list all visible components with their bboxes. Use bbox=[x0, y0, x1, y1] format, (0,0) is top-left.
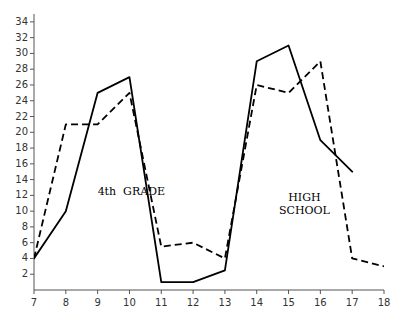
annotation: 4th GRADE bbox=[98, 185, 165, 198]
x-tick bbox=[320, 290, 321, 294]
y-tick-label: 6 bbox=[22, 237, 28, 248]
x-tick-label: 16 bbox=[314, 297, 327, 308]
y-tick bbox=[30, 37, 34, 38]
y-tick bbox=[30, 69, 34, 70]
y-tick-label: 22 bbox=[15, 111, 28, 122]
y-tick-label: 34 bbox=[15, 16, 28, 27]
y-tick-label: 28 bbox=[15, 63, 28, 74]
y-tick-label: 18 bbox=[15, 142, 28, 153]
y-tick-label: 30 bbox=[15, 47, 28, 58]
x-tick bbox=[34, 290, 35, 294]
y-tick-label: 20 bbox=[15, 126, 28, 137]
y-tick bbox=[30, 84, 34, 85]
x-tick bbox=[352, 290, 353, 294]
y-tick-label: 8 bbox=[22, 221, 28, 232]
x-tick bbox=[129, 290, 130, 294]
y-tick bbox=[30, 132, 34, 133]
y-tick-label: 2 bbox=[22, 268, 28, 279]
x-tick-label: 13 bbox=[219, 297, 232, 308]
y-tick-label: 24 bbox=[15, 95, 28, 106]
x-tick bbox=[384, 290, 385, 294]
y-tick bbox=[30, 116, 34, 117]
y-tick bbox=[30, 258, 34, 259]
x-tick bbox=[65, 290, 66, 294]
y-tick-label: 32 bbox=[15, 32, 28, 43]
x-tick-label: 12 bbox=[187, 297, 200, 308]
chart: 2468101214161820222426283032347891011121… bbox=[0, 0, 400, 316]
lines bbox=[34, 46, 384, 283]
y-tick-label: 14 bbox=[15, 174, 28, 185]
y-tick bbox=[30, 100, 34, 101]
x-tick-label: 15 bbox=[282, 297, 295, 308]
y-tick bbox=[30, 226, 34, 227]
y-tick bbox=[30, 53, 34, 54]
y-tick bbox=[30, 211, 34, 212]
y-tick-label: 4 bbox=[22, 252, 28, 263]
y-tick bbox=[30, 179, 34, 180]
y-tick bbox=[30, 21, 34, 22]
y-tick bbox=[30, 148, 34, 149]
x-tick bbox=[161, 290, 162, 294]
x-tick-label: 7 bbox=[31, 297, 37, 308]
x-tick-label: 18 bbox=[378, 297, 391, 308]
y-tick-label: 26 bbox=[15, 79, 28, 90]
x-tick bbox=[193, 290, 194, 294]
x-axis-line bbox=[34, 290, 384, 291]
y-tick-label: 12 bbox=[15, 189, 28, 200]
x-tick bbox=[224, 290, 225, 294]
x-tick bbox=[97, 290, 98, 294]
x-tick-label: 17 bbox=[346, 297, 359, 308]
x-tick-label: 14 bbox=[250, 297, 263, 308]
x-tick-label: 10 bbox=[123, 297, 136, 308]
y-axis-line bbox=[34, 14, 35, 290]
annotation: HIGHSCHOOL bbox=[279, 191, 331, 217]
y-tick bbox=[30, 163, 34, 164]
x-tick bbox=[288, 290, 289, 294]
y-tick bbox=[30, 242, 34, 243]
x-tick bbox=[256, 290, 257, 294]
y-tick bbox=[30, 274, 34, 275]
line-series bbox=[34, 46, 352, 283]
x-tick-label: 9 bbox=[94, 297, 100, 308]
x-tick-label: 11 bbox=[155, 297, 168, 308]
line-series bbox=[34, 61, 384, 266]
x-tick-label: 8 bbox=[63, 297, 69, 308]
y-tick bbox=[30, 195, 34, 196]
y-tick-label: 16 bbox=[15, 158, 28, 169]
y-tick-label: 10 bbox=[15, 205, 28, 216]
